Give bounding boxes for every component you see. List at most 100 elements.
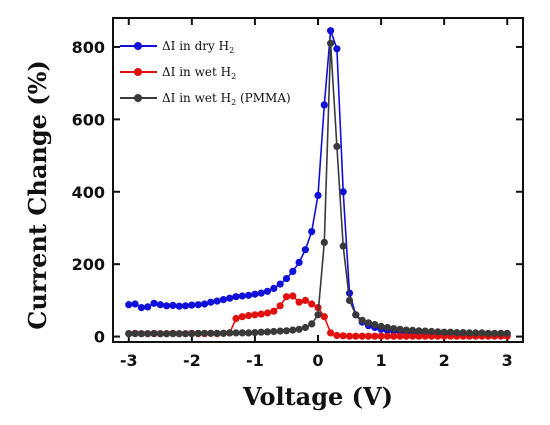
data-point [251, 329, 259, 337]
data-point [125, 301, 133, 309]
data-point [213, 329, 221, 337]
data-point [232, 314, 240, 323]
data-point [219, 329, 227, 337]
data-point [295, 298, 303, 306]
data-point [333, 45, 341, 53]
y-tick-label: 400 [72, 183, 105, 202]
data-point [232, 329, 240, 337]
data-point [327, 329, 335, 337]
y-axis-label: Current Change (%) [23, 60, 52, 329]
data-point [188, 301, 196, 309]
data-point [238, 292, 246, 300]
x-tick-label: -1 [246, 351, 264, 370]
data-point [163, 330, 171, 338]
data-point [181, 330, 190, 338]
data-point [163, 302, 171, 310]
data-point [282, 293, 291, 301]
data-point [320, 101, 328, 109]
data-point [219, 296, 227, 304]
legend-marker [134, 42, 142, 50]
data-point [358, 316, 366, 324]
data-point [465, 329, 473, 337]
data-point [308, 228, 316, 236]
x-tick-label: 2 [439, 351, 450, 370]
data-point [289, 326, 297, 334]
data-point [270, 307, 278, 315]
data-point [345, 332, 354, 340]
legend-item: ΔI in dry H2 [120, 39, 234, 55]
legend-label: ΔI in wet H2 [162, 65, 236, 81]
data-point [339, 242, 347, 250]
data-point [150, 299, 158, 307]
data-point [440, 328, 448, 336]
x-axis-label: Voltage (V) [242, 382, 393, 411]
data-point [245, 291, 253, 299]
data-point [238, 329, 246, 337]
data-point [175, 302, 183, 310]
data-point [301, 323, 309, 332]
data-point [415, 332, 423, 340]
data-point [251, 290, 259, 298]
data-point [446, 328, 455, 336]
data-point [314, 311, 322, 319]
data-point [358, 332, 366, 340]
data-point [270, 284, 278, 292]
data-point [396, 332, 404, 340]
legend-marker [134, 94, 142, 102]
legend-item: ΔI in wet H2 [120, 65, 236, 81]
data-point [364, 319, 373, 327]
data-point [364, 332, 373, 340]
data-point [232, 293, 240, 301]
data-point [276, 280, 284, 288]
data-point [125, 330, 133, 338]
data-point [289, 292, 297, 300]
data-point [371, 321, 379, 329]
data-point [276, 302, 284, 310]
legend: ΔI in dry H2 ΔI in wet H2 ΔI in wet H2 (PM… [120, 39, 291, 107]
x-tick-label: 0 [312, 351, 323, 370]
data-point [352, 311, 360, 319]
legend-label: ΔI in dry H2 [162, 39, 234, 55]
data-point [320, 313, 328, 321]
data-point [289, 267, 297, 275]
data-point [282, 275, 291, 283]
data-point [409, 326, 417, 334]
data-point [472, 329, 480, 337]
data-point [144, 330, 152, 338]
data-point [320, 238, 328, 246]
data-point [377, 322, 385, 330]
data-point [503, 329, 511, 337]
data-point [371, 332, 379, 340]
data-point [207, 329, 215, 337]
data-point [402, 332, 410, 340]
data-point [402, 326, 410, 334]
data-point [345, 296, 354, 304]
data-point [263, 287, 272, 295]
data-point [194, 329, 202, 337]
data-point [453, 329, 461, 337]
legend-item: ΔI in wet H2 (PMMA) [120, 91, 291, 107]
data-point [188, 330, 196, 338]
data-point [333, 331, 341, 340]
data-point [245, 312, 253, 320]
data-point [207, 298, 215, 306]
data-point [409, 332, 417, 340]
data-point [251, 311, 259, 319]
data-point [333, 142, 341, 151]
data-point [238, 313, 246, 321]
data-point [137, 304, 145, 312]
data-point [390, 332, 398, 340]
data-point [257, 310, 265, 318]
data-point [270, 327, 278, 336]
data-point [421, 332, 429, 340]
data-point [131, 300, 139, 308]
data-point [295, 325, 303, 333]
data-point [339, 188, 347, 196]
data-point [263, 309, 272, 317]
data-point [327, 27, 335, 35]
data-point [301, 246, 309, 254]
x-tick-label: -3 [120, 351, 138, 370]
data-point [175, 330, 183, 338]
